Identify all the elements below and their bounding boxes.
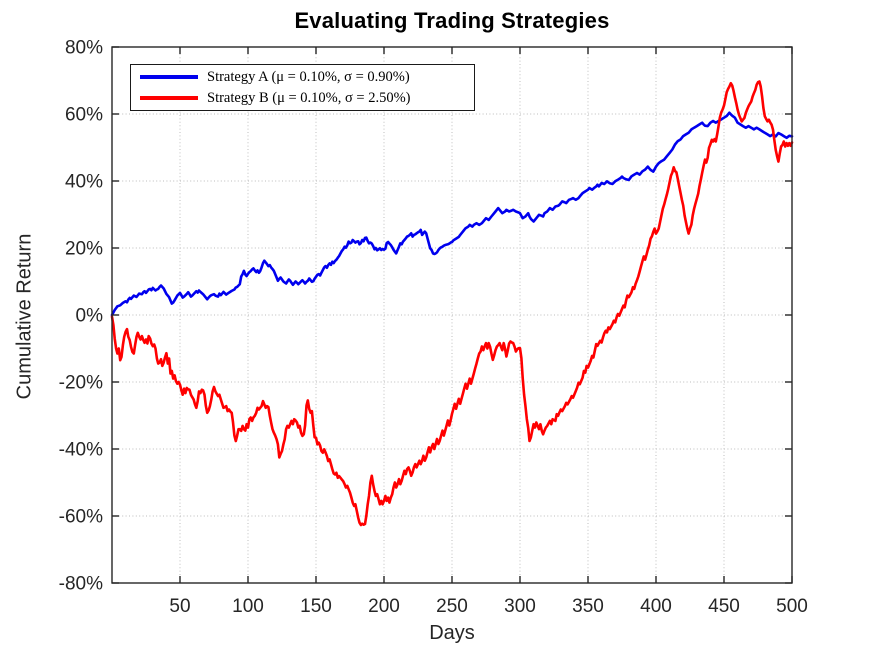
x-tick-label: 50 xyxy=(169,596,190,617)
legend-label-strategy-b: Strategy B (μ = 0.10%, σ = 2.50%) xyxy=(207,89,411,106)
y-tick-label: 80% xyxy=(65,38,103,59)
x-tick-label: 200 xyxy=(368,596,400,617)
x-tick-label: 100 xyxy=(232,596,264,617)
legend-line-strategy-a xyxy=(140,74,198,80)
legend-item-strategy-b: Strategy B (μ = 0.10%, σ = 2.50%) xyxy=(131,88,474,109)
y-tick-label: 40% xyxy=(65,172,103,193)
x-tick-label: 450 xyxy=(708,596,740,617)
x-tick-label: 150 xyxy=(300,596,332,617)
x-tick-label: 300 xyxy=(504,596,536,617)
x-axis-label: Days xyxy=(429,622,475,644)
x-tick-label: 250 xyxy=(436,596,468,617)
chart-title: Evaluating Trading Strategies xyxy=(294,8,610,33)
y-tick-label: -80% xyxy=(59,574,103,595)
x-tick-label: 500 xyxy=(776,596,808,617)
y-axis-label: Cumulative Return xyxy=(13,233,36,400)
series-line-0 xyxy=(110,111,794,317)
legend-item-strategy-a: Strategy A (μ = 0.10%, σ = 0.90%) xyxy=(131,67,474,88)
y-tick-label: -20% xyxy=(59,373,103,394)
y-tick-label: 60% xyxy=(65,105,103,126)
series-line-1 xyxy=(110,80,794,527)
legend-line-strategy-b xyxy=(140,95,198,101)
legend: Strategy A (μ = 0.10%, σ = 0.90%) Strate… xyxy=(130,64,475,111)
x-tick-label: 350 xyxy=(572,596,604,617)
legend-label-strategy-a: Strategy A (μ = 0.10%, σ = 0.90%) xyxy=(207,68,410,85)
x-tick-label: 400 xyxy=(640,596,672,617)
y-tick-label: 20% xyxy=(65,239,103,260)
y-tick-label: 0% xyxy=(76,306,104,327)
y-tick-label: -60% xyxy=(59,507,103,528)
y-tick-label: -40% xyxy=(59,440,103,461)
